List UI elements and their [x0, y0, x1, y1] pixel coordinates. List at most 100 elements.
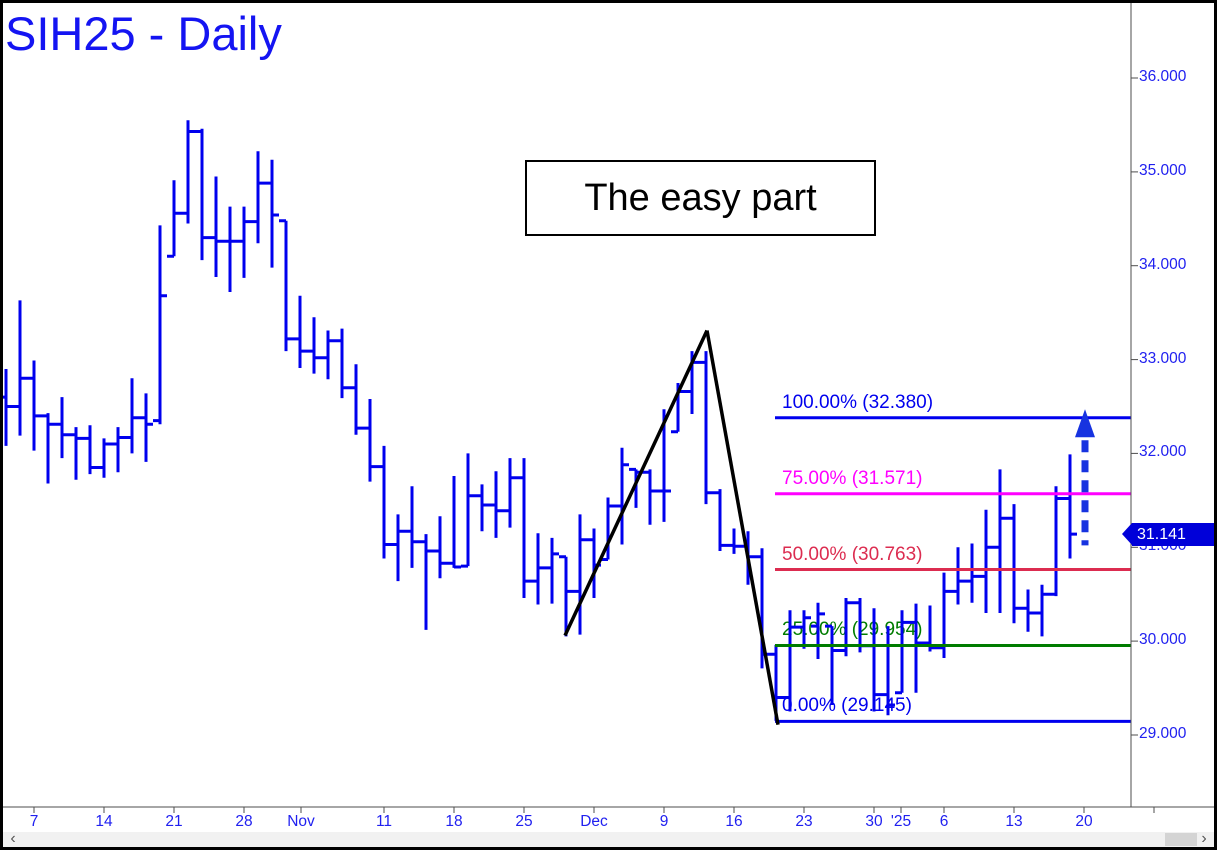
ohlc-bar — [447, 476, 461, 569]
ohlc-bar — [419, 534, 433, 630]
ohlc-bar — [573, 514, 587, 635]
ohlc-bar — [1063, 454, 1077, 559]
ohlc-bar — [503, 458, 517, 528]
ohlc-bar — [937, 572, 951, 658]
fib-label-0[interactable]: 0.00% (29.145) — [782, 695, 912, 717]
date-axis-label: Dec — [580, 813, 608, 830]
ohlc-bar — [405, 486, 419, 568]
fib-label-100[interactable]: 100.00% (32.380) — [782, 391, 934, 413]
ohlc-bar — [1007, 504, 1021, 624]
ohlc-bar — [391, 514, 405, 582]
ohlc-bar — [153, 225, 167, 425]
window-border-top — [0, 0, 1217, 3]
price-axis-label: 30.000 — [1139, 631, 1187, 649]
ohlc-bar — [909, 603, 923, 693]
ohlc-bar — [531, 533, 545, 605]
ohlc-bar — [699, 351, 713, 505]
price-axis-label: 35.000 — [1139, 161, 1187, 179]
ohlc-bar — [489, 471, 503, 538]
ohlc-bar — [993, 469, 1007, 613]
annotation-text-box[interactable]: The easy part — [525, 160, 876, 236]
annotation-label: The easy part — [584, 176, 817, 219]
chart-title: SIH25 - Daily — [5, 7, 282, 60]
price-axis-label: 29.000 — [1139, 724, 1187, 742]
ohlc-bar — [825, 624, 839, 705]
ohlc-bar — [839, 598, 853, 657]
ohlc-bar — [251, 151, 265, 244]
ohlc-bar — [195, 128, 209, 261]
ohlc-bar — [335, 328, 349, 399]
ohlc-bar — [223, 206, 237, 292]
ohlc-bar — [377, 445, 391, 559]
ohlc-bar — [55, 397, 69, 459]
ohlc-bar — [13, 300, 27, 436]
ohlc-bar — [41, 413, 55, 484]
date-axis-label: '25 — [890, 813, 912, 830]
scrollbar-thumb[interactable] — [1165, 833, 1197, 846]
ohlc-bar — [209, 176, 223, 277]
ohlc-bar — [517, 458, 531, 598]
date-axis-label: 16 — [725, 813, 743, 830]
ohlc-bar — [797, 610, 811, 649]
scroll-right-icon[interactable]: › — [1201, 830, 1207, 847]
date-axis-label: 11 — [375, 813, 393, 830]
trendline-down[interactable] — [705, 330, 780, 726]
ohlc-bar — [965, 543, 979, 603]
ohlc-bar — [27, 360, 41, 451]
ohlc-bar — [979, 509, 993, 613]
ohlc-bar — [1035, 584, 1049, 637]
date-axis-label: 9 — [659, 813, 669, 830]
ohlc-bar — [657, 409, 671, 522]
ohlc-bar — [363, 399, 377, 482]
date-axis-label: Nov — [287, 813, 315, 830]
ohlc-bar — [923, 605, 937, 652]
ohlc-bar — [167, 180, 181, 258]
date-axis-label: 20 — [1075, 813, 1093, 830]
date-axis-label: 23 — [795, 813, 813, 830]
date-axis-label: 28 — [235, 813, 253, 830]
ohlc-bar — [83, 425, 97, 475]
last-price-tag: 31.141 — [1122, 522, 1217, 546]
ohlc-bar — [69, 427, 83, 480]
ohlc-bar — [951, 547, 965, 605]
price-axis-label: 32.000 — [1139, 443, 1187, 461]
date-axis-label: 13 — [1005, 813, 1023, 830]
price-axis-label: 34.000 — [1139, 255, 1187, 273]
price-axis-label: 33.000 — [1139, 349, 1187, 367]
ohlc-bar — [727, 528, 741, 554]
trendline-up[interactable] — [563, 329, 709, 637]
ohlc-bar — [1021, 589, 1035, 632]
ohlc-bar — [811, 602, 825, 659]
scroll-left-icon[interactable]: ‹ — [10, 830, 16, 847]
ohlc-bar — [895, 610, 909, 695]
horizontal-scrollbar[interactable]: ‹ › — [3, 830, 1214, 847]
ohlc-bar — [139, 393, 153, 462]
ohlc-bar — [293, 295, 307, 368]
date-axis-label: 14 — [95, 813, 113, 830]
ohlc-bar — [1049, 486, 1063, 597]
ohlc-bar — [615, 447, 629, 545]
ohlc-bar — [783, 610, 797, 712]
fib-label-75[interactable]: 75.00% (31.571) — [782, 467, 923, 489]
date-axis-label: 21 — [165, 813, 183, 830]
ohlc-bar — [181, 120, 195, 224]
ohlc-bar — [125, 378, 139, 454]
projection-arrow-head[interactable] — [1075, 409, 1095, 438]
fib-label-50[interactable]: 50.00% (30.763) — [782, 543, 923, 565]
ohlc-bar — [349, 364, 363, 435]
ohlc-bar — [265, 159, 279, 268]
ohlc-bar — [559, 555, 573, 637]
ohlc-bar — [97, 438, 111, 478]
ohlc-bar — [307, 317, 321, 374]
ohlc-bar — [881, 626, 895, 716]
ohlc-bar — [475, 484, 489, 532]
ohlc-bar — [237, 206, 251, 278]
ohlc-bar — [321, 330, 335, 380]
date-axis-label: 25 — [515, 813, 533, 830]
date-axis-label: 7 — [29, 813, 39, 830]
date-axis-label: 30 — [865, 813, 883, 830]
ohlc-bar — [279, 219, 293, 352]
ohlc-bar — [111, 427, 125, 473]
